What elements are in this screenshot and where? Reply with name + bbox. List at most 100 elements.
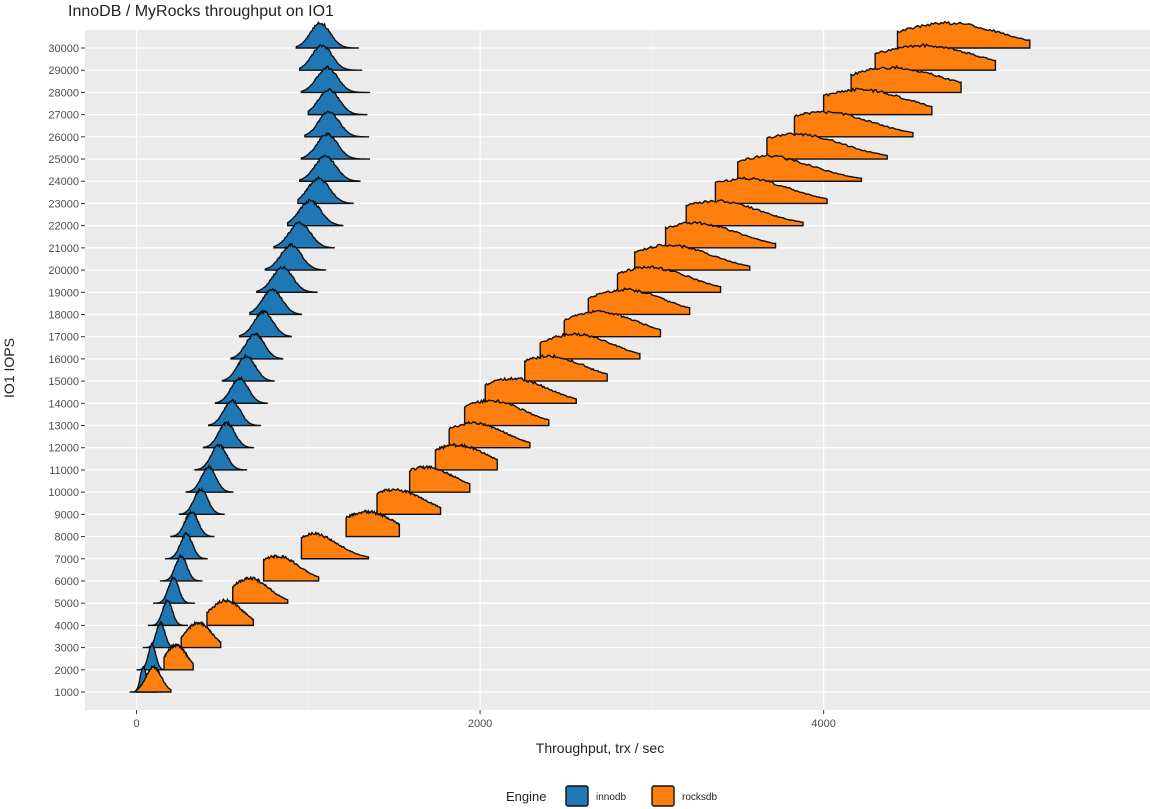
y-tick-label: 18000 [48, 309, 79, 321]
rocksdb-legend-label: rocksdb [682, 792, 717, 803]
innodb-ridge-14000 [214, 375, 268, 405]
x-tick-label: 2000 [468, 718, 492, 730]
y-tick-label: 17000 [48, 332, 79, 344]
innodb-ridge-5000 [153, 575, 195, 604]
x-tick-label: 4000 [811, 718, 835, 730]
innodb-ridge-13000 [207, 398, 261, 427]
rocksdb-ridge-12000 [448, 420, 531, 449]
y-tick-label: 21000 [48, 243, 79, 255]
innodb-ridge-8000 [170, 508, 215, 538]
y-tick-label: 25000 [48, 154, 79, 166]
rocksdb-ridge-6000 [262, 554, 320, 582]
y-tick-label: 19000 [48, 287, 79, 299]
innodb-ridge-30000 [295, 20, 359, 49]
rocksdb-ridge-4000 [206, 597, 255, 627]
innodb-ridge-19000 [256, 265, 318, 293]
y-tick-label: 30000 [48, 43, 79, 55]
innodb-ridge-10000 [185, 463, 234, 493]
innodb-ridge-17000 [238, 308, 292, 338]
innodb-ridge-7000 [165, 531, 208, 560]
y-tick-label: 20000 [48, 265, 79, 277]
rocksdb-ridge-7000 [300, 530, 370, 560]
rocksdb-ridge-25000 [766, 132, 888, 160]
innodb-ridge-27000 [307, 87, 368, 116]
y-tick-label: 5000 [55, 598, 79, 610]
rocksdb-ridge-3000 [180, 620, 222, 649]
y-tick-label: 4000 [55, 620, 79, 632]
y-tick-label: 16000 [48, 354, 79, 366]
y-tick-label: 6000 [55, 576, 79, 588]
y-tick-label: 8000 [55, 532, 79, 544]
rocksdb-ridge-11000 [434, 442, 498, 471]
y-tick-label: 14000 [48, 398, 79, 410]
innodb-ridge-15000 [221, 352, 275, 382]
innodb-ridge-23000 [297, 175, 354, 205]
y-tick-label: 9000 [55, 509, 79, 521]
y-tick-label: 11000 [49, 465, 79, 477]
y-tick-label: 27000 [48, 110, 79, 122]
x-axis-title: Throughput, trx / sec [536, 740, 664, 756]
innodb-legend-key [565, 785, 589, 807]
rocksdb-ridge-29000 [874, 42, 997, 71]
rocksdb-ridge-10000 [408, 464, 471, 493]
innodb-ridge-16000 [230, 331, 284, 360]
innodb-ridge-12000 [202, 419, 255, 449]
y-axis-ticks: 1000 2000 3000 4000 5000 6000 7000 8000 9000 1000… [48, 43, 85, 699]
ridges [129, 20, 1031, 693]
innodb-ridge-29000 [299, 43, 363, 71]
rocksdb-ridge-27000 [822, 87, 933, 116]
y-tick-label: 2000 [55, 665, 79, 677]
y-tick-label: 24000 [48, 176, 79, 188]
rocksdb-legend-key [651, 785, 675, 807]
innodb-ridge-22000 [286, 198, 344, 227]
chart-title: InnoDB / MyRocks throughput on IO1 [68, 3, 334, 20]
innodb-ridge-24000 [299, 154, 361, 182]
rocksdb-ridge-24000 [737, 154, 863, 182]
rocksdb-ridge-23000 [714, 176, 828, 205]
innodb-ridge-18000 [249, 288, 303, 316]
y-tick-label: 1000 [55, 687, 79, 699]
rocksdb-ridge-16000 [539, 332, 641, 360]
y-tick-label: 22000 [48, 221, 79, 233]
rocksdb-ridge-13000 [463, 398, 550, 427]
innodb-ridge-26000 [304, 110, 370, 138]
rocksdb-ridge-5000 [232, 575, 289, 604]
y-tick-label: 12000 [48, 443, 79, 455]
innodb-ridge-4000 [147, 598, 189, 627]
legend: Engine innodb rocksdb [506, 785, 717, 807]
y-tick-label: 26000 [48, 132, 79, 144]
y-axis-title: IO1 IOPS [1, 338, 17, 398]
rocksdb-ridge-22000 [685, 199, 804, 227]
rocksdb-ridge-30000 [896, 20, 1031, 49]
y-tick-label: 28000 [48, 87, 79, 99]
innodb-ridge-28000 [300, 65, 371, 94]
innodb-ridge-9000 [178, 486, 225, 516]
y-tick-label: 10000 [48, 487, 79, 499]
rocksdb-ridge-15000 [524, 353, 608, 382]
rocksdb-ridge-18000 [587, 287, 691, 316]
rocksdb-ridge-2000 [163, 642, 194, 671]
innodb-ridge-20000 [264, 242, 327, 271]
rocksdb-ridge-19000 [616, 265, 722, 293]
y-tick-label: 3000 [55, 643, 79, 655]
rocksdb-ridge-28000 [850, 65, 962, 94]
x-tick-label: 0 [133, 718, 139, 730]
innodb-ridge-21000 [273, 220, 335, 249]
x-axis-ticks: 0 2000 4000 [133, 710, 836, 730]
y-tick-label: 13000 [48, 421, 79, 433]
y-tick-label: 29000 [48, 65, 79, 77]
rocksdb-ridge-17000 [563, 309, 662, 338]
innodb-legend-label: innodb [596, 792, 626, 803]
innodb-ridge-25000 [300, 131, 371, 160]
innodb-ridge-11000 [194, 443, 248, 471]
innodb-ridge-6000 [159, 554, 203, 582]
legend-title: Engine [506, 789, 546, 804]
rocksdb-ridge-9000 [376, 487, 442, 516]
y-tick-label: 7000 [55, 554, 79, 566]
rocksdb-ridge-21000 [664, 221, 777, 249]
rocksdb-ridge-20000 [633, 243, 751, 271]
rocksdb-ridge-14000 [484, 376, 577, 405]
y-tick-label: 23000 [48, 198, 79, 210]
rocksdb-ridge-8000 [345, 508, 401, 538]
